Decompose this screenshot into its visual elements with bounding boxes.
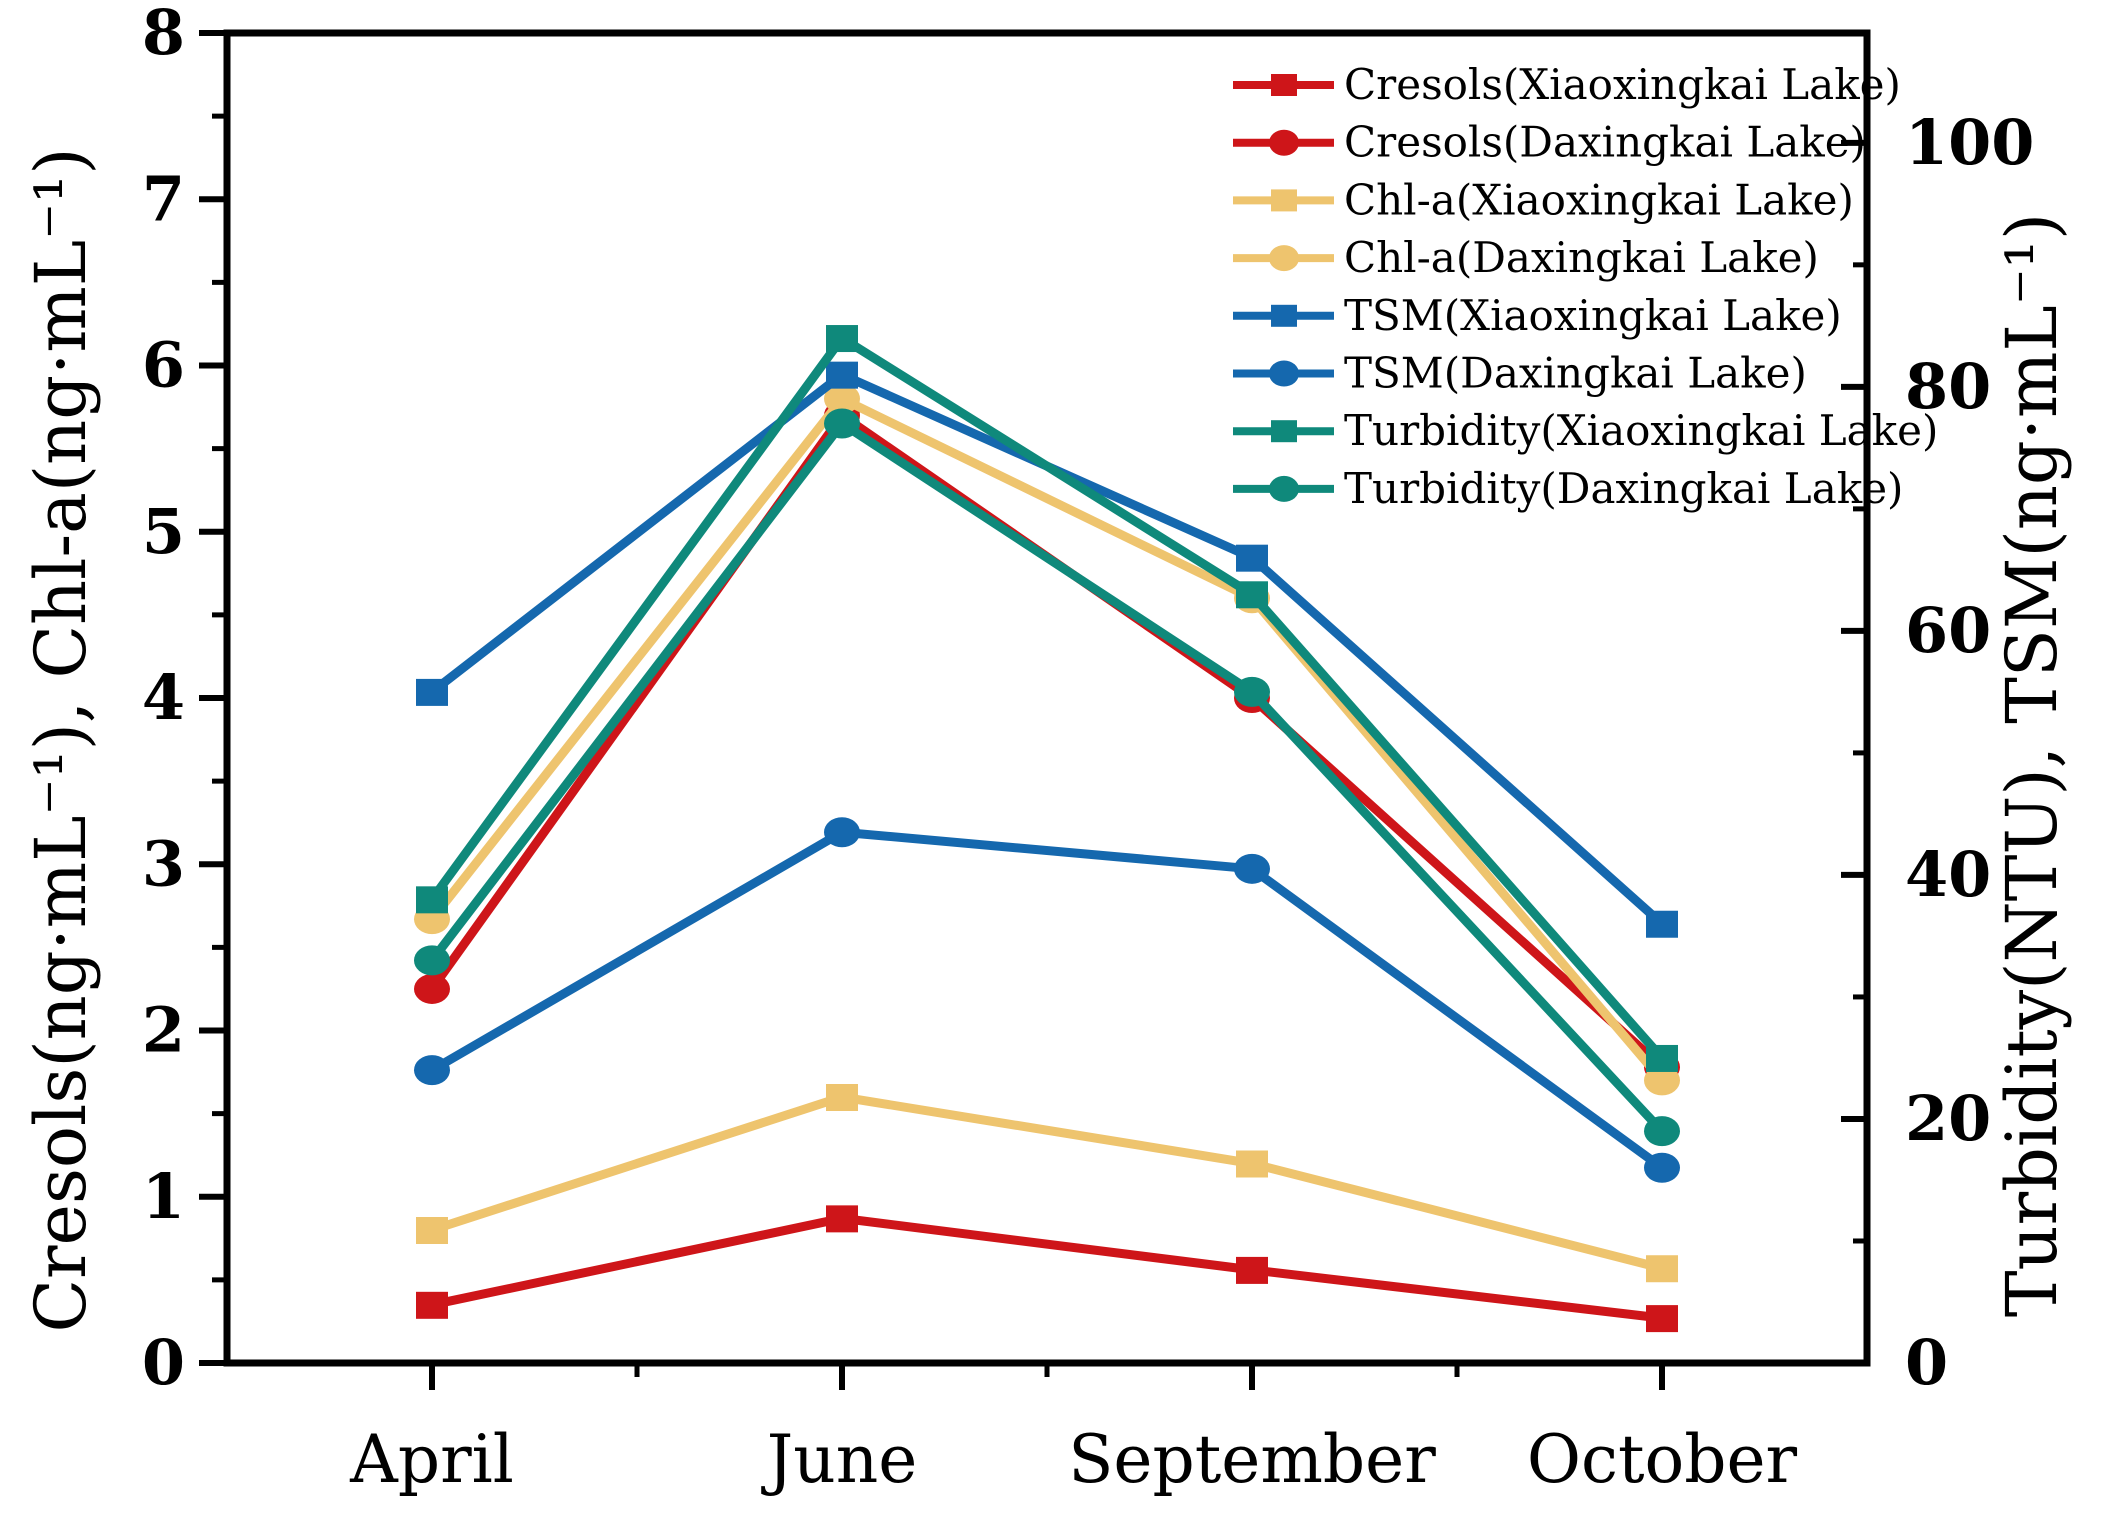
y-axis-left-title: Cresols(ng·mL⁻¹), Chl-a(ng·mL⁻¹)	[20, 147, 102, 1332]
data-point-marker	[1646, 1305, 1678, 1333]
data-point-marker	[416, 886, 448, 914]
series-line	[430, 1092, 1664, 1273]
series-3	[416, 1084, 1678, 1283]
legend-label: Chl-a(Xiaoxingkai Lake)	[1344, 175, 1854, 224]
data-point-marker	[1234, 676, 1270, 707]
legend-item: TSM(Xiaoxingkai Lake)	[1233, 291, 1842, 340]
data-point-marker	[1236, 1256, 1268, 1284]
data-point-marker	[1236, 581, 1268, 609]
x-axis-tick-label: September	[1068, 1421, 1436, 1498]
data-point-marker	[824, 383, 860, 414]
data-point-marker	[826, 325, 858, 353]
legend-label: TSM(Daxingkai Lake)	[1344, 349, 1807, 398]
legend-label: Cresols(Daxingkai Lake)	[1344, 118, 1866, 167]
series-line	[429, 827, 1665, 1172]
legend-item: Chl-a(Daxingkai Lake)	[1233, 233, 1819, 282]
legend-marker	[1269, 475, 1299, 502]
legend-item: Turbidity(Daxingkai Lake)	[1233, 464, 1903, 513]
y-axis-left-tick-label: 6	[142, 329, 185, 402]
legend-marker	[1271, 74, 1297, 96]
data-point-marker	[1236, 544, 1268, 572]
axis-ticks	[199, 30, 1867, 1390]
data-point-marker	[416, 678, 448, 706]
legend-item: Turbidity(Xiaoxingkai Lake)	[1233, 406, 1938, 455]
legend-item: Cresols(Xiaoxingkai Lake)	[1233, 60, 1901, 109]
y-axis-right-tick-label: 40	[1905, 838, 1991, 911]
legend-item: Cresols(Daxingkai Lake)	[1233, 118, 1866, 167]
x-axis-tick-label: April	[349, 1421, 514, 1498]
legend-marker	[1269, 129, 1299, 156]
y-axis-right-tick-label: 20	[1905, 1082, 1991, 1155]
legend-marker	[1271, 304, 1297, 327]
series-1	[416, 1205, 1678, 1333]
y-axis-right-tick-label: 100	[1905, 106, 2034, 179]
data-point-marker	[414, 973, 450, 1004]
y-axis-right-tick-label: 0	[1905, 1326, 1948, 1399]
series-8	[414, 408, 1680, 1147]
data-point-marker	[416, 1291, 448, 1319]
legend-label: Cresols(Xiaoxingkai Lake)	[1344, 60, 1901, 109]
data-point-marker	[826, 1084, 858, 1111]
legend-marker	[1271, 420, 1297, 443]
y-axis-left-tick-label: 5	[142, 495, 185, 568]
series-line	[428, 417, 1666, 1135]
y-axis-right-tick-label: 80	[1905, 350, 1991, 423]
data-point-marker	[1646, 910, 1678, 938]
legend-label: TSM(Xiaoxingkai Lake)	[1344, 291, 1842, 340]
legend-label: Turbidity(Xiaoxingkai Lake)	[1344, 406, 1938, 455]
y-axis-left-tick-label: 7	[142, 162, 185, 235]
x-axis-tick-label: October	[1527, 1421, 1798, 1498]
legend-marker	[1271, 189, 1297, 212]
y-axis-left-tick-label: 8	[142, 0, 185, 69]
data-point-marker	[826, 361, 858, 389]
y-axis-left-tick-label: 4	[142, 661, 185, 734]
data-point-marker	[1644, 1065, 1680, 1096]
y-axis-left-tick-label: 1	[142, 1160, 185, 1233]
legend-item: TSM(Daxingkai Lake)	[1233, 349, 1807, 398]
legend-item: Chl-a(Xiaoxingkai Lake)	[1233, 175, 1854, 224]
data-point-marker	[1644, 1152, 1680, 1183]
data-point-marker	[414, 945, 450, 976]
y-axis-left-tick-label: 3	[142, 827, 185, 900]
series-line	[428, 393, 1666, 1084]
data-point-marker	[826, 1205, 858, 1233]
y-axis-left-tick-label: 0	[142, 1326, 185, 1399]
data-point-marker	[1234, 853, 1270, 884]
x-axis-tick-label: June	[761, 1421, 918, 1498]
legend-label: Chl-a(Daxingkai Lake)	[1344, 233, 1819, 282]
legend-label: Turbidity(Daxingkai Lake)	[1344, 464, 1903, 513]
series-line	[428, 332, 1666, 1061]
data-point-marker	[1646, 1044, 1678, 1072]
legend-marker	[1269, 245, 1299, 272]
data-point-marker	[1646, 1255, 1678, 1283]
data-point-marker	[824, 817, 860, 848]
data-point-marker	[416, 1217, 448, 1244]
series-line	[431, 1213, 1663, 1323]
y-axis-right-tick-label: 60	[1905, 594, 1991, 667]
series-7	[416, 325, 1678, 1072]
data-point-marker	[824, 408, 860, 439]
data-point-marker	[1236, 1150, 1268, 1178]
y-axis-left-tick-label: 2	[142, 994, 185, 1067]
data-point-marker	[414, 1055, 450, 1086]
legend: Cresols(Xiaoxingkai Lake) Cresols(Daxingk…	[1233, 60, 1938, 513]
data-point-marker	[1644, 1116, 1680, 1147]
legend-marker	[1269, 360, 1299, 387]
y-axis-right-title: Turbidity(NTU), TSM(ng·mL⁻¹)	[1991, 213, 2073, 1317]
series-6	[414, 817, 1680, 1183]
